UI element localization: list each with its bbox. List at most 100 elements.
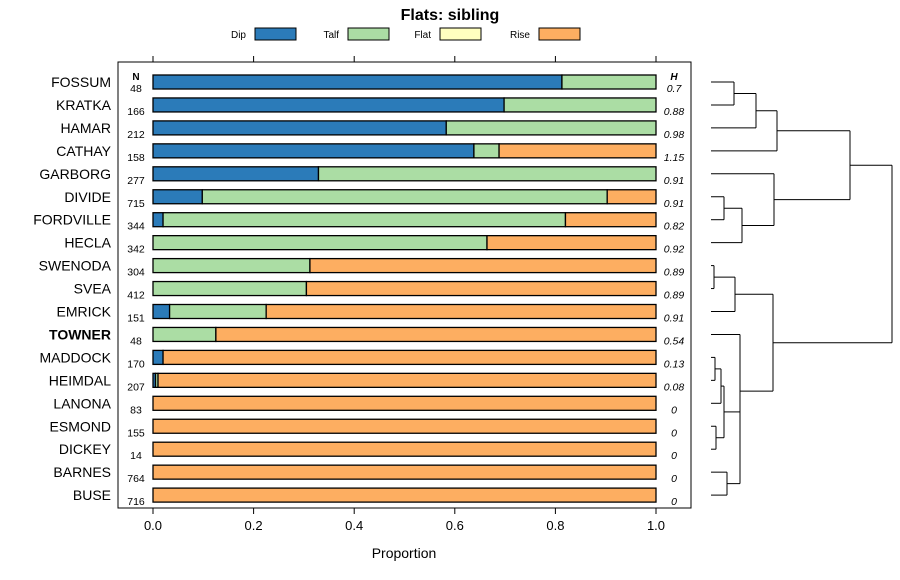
n-value: 158 — [127, 152, 145, 164]
row-kratka: KRATKA 166 0.88 — [56, 97, 684, 118]
bar-segment-rise — [152, 464, 657, 480]
n-value: 83 — [130, 404, 142, 416]
category-label: DIVIDE — [64, 189, 111, 205]
h-value: 0.82 — [664, 221, 685, 233]
h-value: 0.91 — [664, 175, 684, 187]
n-value: 212 — [127, 129, 145, 141]
h-value: 0 — [671, 404, 677, 416]
dendrogram — [711, 81, 893, 496]
category-label: GARBORG — [39, 166, 111, 182]
category-label: SWENODA — [39, 258, 112, 274]
bar-segment-rise — [152, 395, 657, 411]
h-value: 1.15 — [664, 152, 685, 164]
n-value: 277 — [127, 175, 145, 187]
row-heimdal: HEIMDAL 207 0.08 — [49, 372, 685, 393]
category-label: KRATKA — [56, 97, 112, 113]
legend-swatch-flat — [439, 27, 482, 41]
row-fordville: FORDVILLE 344 0.82 — [33, 212, 684, 233]
bar-segment-talf — [561, 74, 657, 90]
tick-label: 0.6 — [446, 518, 464, 533]
n-value: 716 — [127, 496, 145, 508]
bar-segment-rise — [309, 257, 657, 274]
category-label: ESMOND — [50, 418, 111, 434]
n-value: 342 — [127, 244, 145, 256]
row-hamar: HAMAR 212 0.98 — [60, 120, 684, 141]
row-hecla: HECLA 342 0.92 — [64, 235, 684, 256]
category-label: CATHAY — [56, 143, 111, 159]
tick-label: 0.8 — [546, 518, 564, 533]
legend-label-flat: Flat — [414, 30, 431, 41]
n-value: 155 — [127, 427, 145, 439]
row-cathay: CATHAY 158 1.15 — [56, 143, 684, 164]
category-label: SVEA — [74, 281, 112, 297]
bar-segment-rise — [157, 372, 657, 389]
bar-segment-talf — [445, 120, 657, 136]
bar-segment-talf — [152, 326, 217, 343]
category-label: TOWNER — [49, 326, 111, 342]
n-value: 151 — [127, 313, 145, 325]
bar-segment-dip — [152, 74, 563, 90]
row-garborg: GARBORG 277 0.91 — [39, 166, 684, 187]
n-value: 207 — [127, 381, 145, 393]
row-barnes: BARNES 764 0 — [53, 464, 677, 485]
bar-segment-dip — [152, 166, 320, 182]
bar-segment-rise — [305, 280, 657, 297]
bar-segment-dip — [152, 120, 447, 136]
row-esmond: ESMOND 155 0 — [50, 418, 678, 439]
n-value: 14 — [130, 450, 142, 462]
n-value: 344 — [127, 221, 145, 233]
row-swenoda: SWENODA 304 0.89 — [39, 258, 685, 279]
bar-rows: FOSSUM 48 0.7 KRATKA 166 0.88 HAMAR 212 0.98 CATH… — [33, 74, 684, 508]
n-value: 304 — [127, 267, 145, 279]
h-value: 0.13 — [664, 358, 685, 370]
bar-segment-rise — [215, 326, 657, 343]
h-value: 0.54 — [664, 335, 685, 347]
bar-segment-dip — [152, 189, 203, 205]
category-label: HAMAR — [60, 120, 111, 136]
bar-segment-rise — [152, 418, 657, 434]
bar-segment-talf — [317, 166, 657, 182]
tick-label: 0.0 — [144, 518, 162, 533]
bar-segment-rise — [152, 487, 657, 503]
legend-label-dip: Dip — [231, 30, 246, 41]
bar-segment-talf — [201, 189, 608, 205]
h-value: 0.08 — [664, 381, 685, 393]
legend-swatch-rise — [538, 27, 581, 41]
row-towner: TOWNER 48 0.54 — [49, 326, 684, 347]
plot-frame — [117, 61, 692, 509]
category-label: HEIMDAL — [49, 372, 111, 388]
n-value: 166 — [127, 106, 145, 118]
n-value: 412 — [127, 290, 145, 302]
h-value: 0 — [671, 450, 677, 462]
bar-segment-rise — [486, 234, 657, 251]
bar-segment-dip — [152, 143, 475, 159]
h-value: 0 — [671, 473, 677, 485]
bar-segment-talf — [152, 257, 311, 274]
bar-segment-talf — [473, 143, 500, 159]
row-dickey: DICKEY 14 0 — [59, 441, 677, 462]
bar-segment-rise — [498, 143, 657, 159]
category-label: EMRICK — [57, 304, 112, 320]
bar-segment-talf — [162, 212, 567, 228]
x-axis: 0.0 0.2 0.4 0.6 0.8 1.0 — [144, 56, 665, 533]
n-value: 48 — [130, 335, 142, 347]
bar-segment-rise — [606, 189, 657, 205]
category-label: MADDOCK — [39, 349, 111, 365]
tick-label: 0.2 — [245, 518, 263, 533]
bar-segment-rise — [152, 441, 657, 457]
h-column-header: H — [670, 72, 678, 83]
h-value: 0.89 — [664, 267, 685, 279]
h-value: 0 — [671, 427, 677, 439]
row-svea: SVEA 412 0.89 — [74, 281, 685, 302]
h-value: 0.88 — [664, 106, 685, 118]
bar-segment-dip — [152, 349, 164, 366]
row-emrick: EMRICK 151 0.91 — [57, 304, 685, 325]
row-lanona: LANONA 83 0 — [53, 395, 677, 416]
x-axis-title: Proportion — [372, 545, 437, 561]
tick-label: 1.0 — [647, 518, 665, 533]
row-fossum: FOSSUM 48 0.7 — [51, 74, 682, 95]
n-column-header: N — [132, 72, 139, 83]
n-value: 48 — [130, 83, 142, 95]
h-value: 0.91 — [664, 198, 684, 210]
